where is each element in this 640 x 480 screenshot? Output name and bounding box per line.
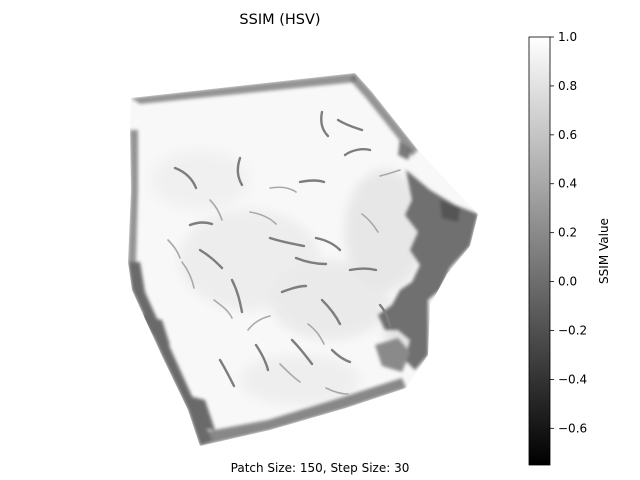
figure-caption: Patch Size: 150, Step Size: 30	[230, 461, 410, 475]
colorbar-tick-label: 0.2	[558, 226, 577, 240]
colorbar-tick-label: −0.4	[558, 372, 587, 386]
colorbar-gradient	[528, 36, 551, 466]
colorbar-tick-label: 0.0	[558, 275, 577, 289]
colorbar-ticks: 1.0 0.8 0.6 0.4 0.2 0.0 −0.2 −0.4 −0.6	[550, 30, 587, 435]
figure-title: SSIM (HSV)	[239, 12, 321, 28]
colorbar-tick-label: 0.8	[558, 79, 577, 93]
colorbar: 1.0 0.8 0.6 0.4 0.2 0.0 −0.2 −0.4 −0.6 SSIM Valu…	[528, 30, 611, 466]
colorbar-tick-label: −0.6	[558, 421, 587, 435]
colorbar-tick-label: 0.4	[558, 177, 577, 191]
colorbar-tick-label: −0.2	[558, 323, 587, 337]
colorbar-label: SSIM Value	[597, 218, 611, 284]
colorbar-tick-label: 0.6	[558, 128, 577, 142]
colorbar-tick-label: 1.0	[558, 30, 577, 44]
ssim-map-image	[128, 73, 478, 446]
